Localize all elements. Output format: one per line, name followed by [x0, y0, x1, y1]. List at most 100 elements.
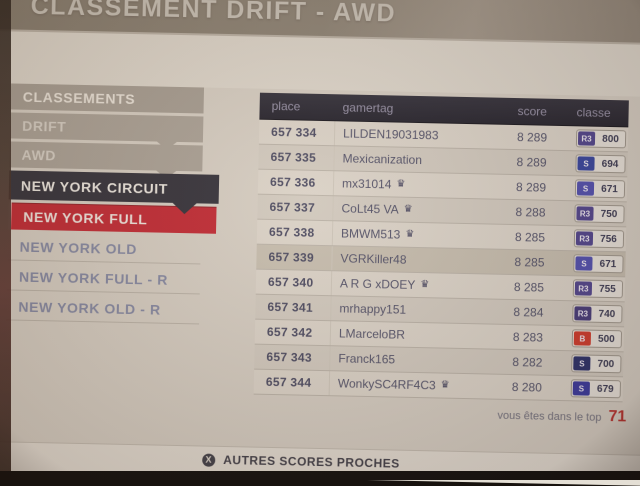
car-class-letter: S: [577, 156, 595, 171]
sidebar: CLASSEMENTS DRIFT AWD NEW YORK CIRCUIT NEW Y…: [6, 83, 223, 326]
classe-cell: S 671: [571, 179, 627, 199]
car-class-badge: S 671: [573, 254, 624, 274]
classe-cell: R3 755: [569, 279, 625, 299]
gamertag-text: Mexicanization: [342, 151, 423, 168]
rank-summary-label: vous êtes dans le top: [497, 409, 602, 424]
car-class-letter: S: [575, 256, 593, 271]
gamertag-text: mrhappy151: [339, 301, 407, 317]
place-cell: 657 344: [265, 374, 312, 390]
gamertag-cell: CoLt45 VA ♛: [332, 196, 508, 224]
sidebar-item-label: NEW YORK FULL - R: [18, 268, 169, 288]
sidebar-item-label: NEW YORK FULL: [23, 208, 148, 227]
gamertag-cell: mx31014 ♛: [332, 171, 509, 199]
car-class-letter: B: [573, 331, 592, 346]
car-class-letter: R3: [574, 306, 592, 321]
performance-index: 800: [602, 133, 620, 145]
sidebar-item-new-york-circuit[interactable]: NEW YORK CIRCUIT: [8, 170, 220, 204]
car-class-badge: S 700: [571, 354, 622, 374]
gamertag-text: VGRKiller48: [340, 251, 407, 267]
performance-index: 755: [598, 283, 616, 295]
column-header-gamertag: gamertag: [342, 100, 394, 116]
crown-icon: ♛: [396, 178, 406, 190]
gamertag-text: WonkySC4RF4C3: [337, 376, 436, 393]
table-body: 657 334 LILDEN19031983 8 289 R3 800 657 335 Me…: [253, 119, 629, 403]
place-cell: 657 336: [269, 174, 316, 190]
performance-index: 671: [599, 258, 617, 270]
nearby-scores-button[interactable]: X AUTRES SCORES PROCHES: [202, 453, 400, 471]
car-class-letter: R3: [574, 281, 593, 296]
classe-cell: B 500: [568, 329, 624, 349]
monitor-bezel-bottom: [0, 471, 640, 480]
gamertag-text: BMWM513: [340, 226, 401, 242]
rank-summary: vous êtes dans le top 71: [497, 406, 626, 427]
score-cell: 8 280: [511, 380, 543, 395]
sidebar-item-label: NEW YORK OLD - R: [18, 298, 161, 318]
sidebar-item-new-york-old[interactable]: NEW YORK OLD: [7, 232, 201, 265]
place-cell: 657 343: [266, 349, 313, 365]
classe-cell: S 694: [571, 154, 627, 174]
x-button-icon: X: [202, 453, 216, 467]
crown-icon: ♛: [440, 379, 450, 391]
classe-cell: R3 740: [568, 304, 624, 324]
sidebar-item-label: NEW YORK OLD: [19, 238, 138, 257]
classe-cell: R3 750: [570, 204, 626, 224]
score-cell: 8 285: [514, 255, 545, 270]
score-cell: 8 283: [512, 330, 544, 345]
performance-index: 679: [596, 383, 614, 395]
sidebar-item-label: CLASSEMENTS: [22, 88, 136, 108]
place-cell: 657 337: [269, 199, 316, 215]
score-cell: 8 285: [513, 280, 545, 295]
gamertag-cell: LMarceloBR: [329, 321, 506, 349]
car-class-badge: S 671: [574, 179, 626, 199]
page-title: CLASSEMENT DRIFT - AWD: [30, 0, 397, 28]
gamertag-cell: VGRKiller48: [331, 246, 507, 274]
place-cell: 657 342: [266, 324, 313, 340]
sidebar-item-new-york-old-r[interactable]: NEW YORK OLD - R: [6, 292, 200, 325]
place-cell: 657 334: [270, 124, 317, 140]
place-cell: 657 335: [270, 149, 317, 165]
performance-index: 740: [598, 308, 616, 320]
place-cell: 657 338: [268, 224, 315, 240]
score-cell: 8 284: [513, 305, 544, 320]
car-class-badge: R3 755: [572, 279, 624, 299]
performance-index: 671: [601, 183, 618, 195]
score-cell: 8 288: [515, 205, 546, 220]
classe-cell: S 700: [567, 354, 623, 374]
column-header-classe: classe: [576, 105, 611, 121]
gamertag-cell: LILDEN19031983: [333, 121, 510, 149]
gamertag-cell: Franck165: [329, 346, 505, 374]
classe-cell: R3 800: [572, 129, 628, 149]
score-cell: 8 289: [516, 130, 548, 145]
gamertag-text: mx31014: [341, 176, 392, 192]
performance-index: 756: [600, 233, 617, 245]
sidebar-item-new-york-full-r[interactable]: NEW YORK FULL - R: [6, 262, 201, 295]
gamertag-cell: A R G xDOEY ♛: [330, 271, 507, 299]
car-class-letter: R3: [576, 206, 594, 221]
rank-summary-value: 71: [608, 408, 627, 426]
gamertag-cell: mrhappy151: [330, 296, 506, 324]
place-cell: 657 339: [268, 249, 315, 265]
classe-cell: S 679: [567, 379, 623, 399]
performance-index: 750: [600, 208, 618, 220]
column-header-place: place: [271, 98, 301, 114]
performance-index: 500: [597, 333, 615, 345]
score-cell: 8 289: [516, 155, 547, 170]
crown-icon: ♛: [403, 203, 413, 215]
place-cell: 657 341: [267, 299, 314, 315]
crown-icon: ♛: [405, 228, 415, 240]
car-class-letter: R3: [577, 131, 596, 146]
gamertag-cell: WonkySC4RF4C3 ♛: [328, 371, 505, 399]
performance-index: 700: [597, 358, 615, 370]
car-class-letter: S: [576, 181, 595, 196]
classe-cell: R3 756: [570, 229, 626, 249]
car-class-letter: R3: [575, 231, 594, 246]
sidebar-item-label: AWD: [21, 146, 57, 164]
column-header-score: score: [517, 104, 548, 119]
sidebar-item-drift[interactable]: DRIFT: [9, 112, 204, 143]
gamertag-cell: BMWM513 ♛: [331, 221, 508, 249]
sidebar-item-classements[interactable]: CLASSEMENTS: [10, 83, 205, 114]
car-class-badge: R3 800: [575, 129, 627, 149]
crown-icon: ♛: [420, 279, 430, 291]
leaderboard-table: place gamertag score classe 657 334 LILDEN19…: [253, 92, 629, 403]
